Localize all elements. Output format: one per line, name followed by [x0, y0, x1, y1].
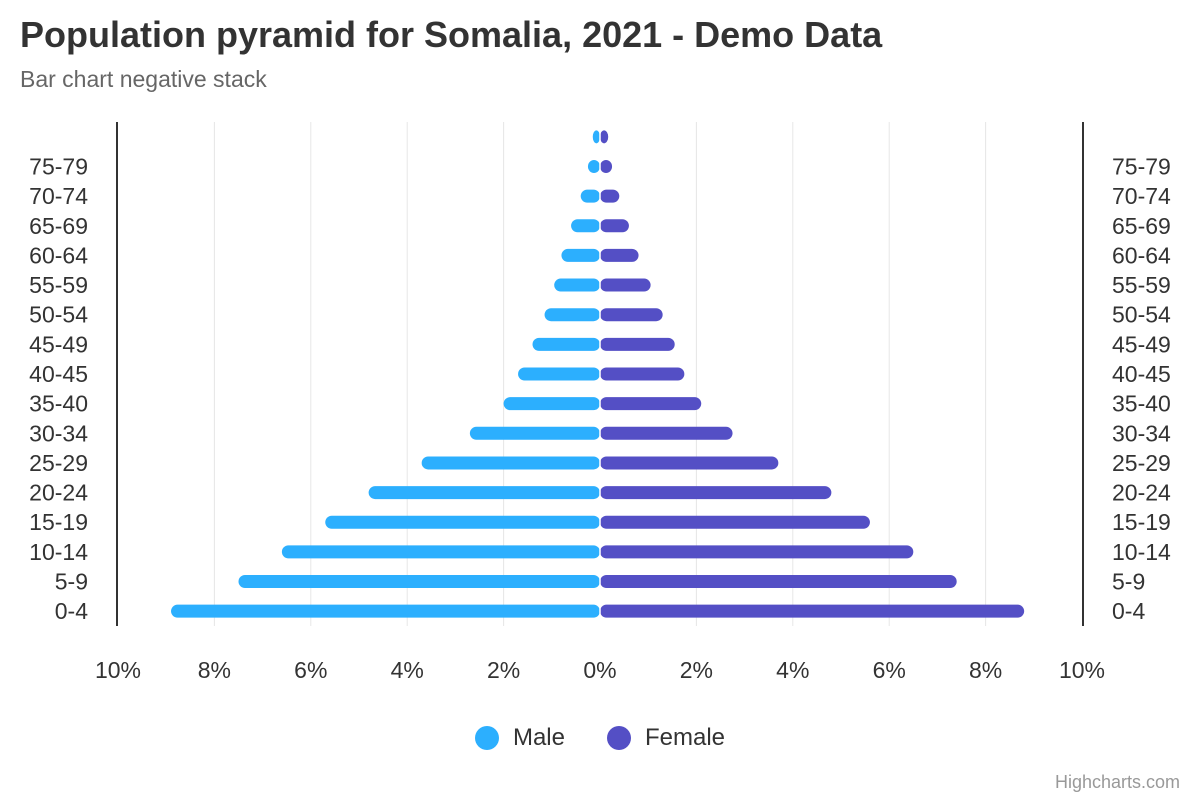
female-bar[interactable]	[600, 604, 1025, 618]
x-tick-label: 8%	[198, 657, 231, 683]
y-category-label-left: 30-34	[29, 420, 88, 446]
male-bar[interactable]	[421, 456, 600, 470]
y-category-label-left: 35-40	[29, 391, 88, 417]
y-category-label-right: 35-40	[1112, 391, 1171, 417]
female-bar[interactable]	[600, 308, 663, 322]
x-tick-label: 0%	[583, 657, 616, 683]
y-category-label-left: 45-49	[29, 331, 88, 357]
male-bar[interactable]	[469, 426, 600, 440]
x-tick-label: 10%	[95, 657, 141, 683]
y-category-label-right: 70-74	[1112, 183, 1171, 209]
y-category-label-right: 55-59	[1112, 272, 1171, 298]
y-category-label-left: 40-45	[29, 361, 88, 387]
female-bar[interactable]	[600, 367, 685, 381]
male-bar[interactable]	[368, 486, 600, 500]
y-category-label-right: 65-69	[1112, 213, 1171, 239]
y-category-label-right: 50-54	[1112, 302, 1171, 328]
x-tick-label: 4%	[776, 657, 809, 683]
legend-male-label: Male	[512, 724, 565, 751]
male-bar[interactable]	[571, 219, 600, 233]
male-bar[interactable]	[587, 159, 600, 173]
x-tick-label: 8%	[969, 657, 1002, 683]
legend-male-dot-icon	[474, 726, 499, 750]
y-category-label-right: 0-4	[1112, 598, 1145, 624]
female-bar[interactable]	[600, 486, 832, 500]
x-tick-label: 4%	[391, 657, 424, 683]
y-category-label-left: 60-64	[29, 242, 88, 268]
y-category-label-right: 20-24	[1112, 480, 1171, 506]
male-bar[interactable]	[281, 545, 600, 559]
male-bar[interactable]	[580, 189, 600, 203]
female-bar[interactable]	[600, 545, 914, 559]
female-bar[interactable]	[600, 397, 702, 411]
y-category-label-right: 60-64	[1112, 242, 1171, 268]
female-bar[interactable]	[600, 426, 733, 440]
male-bar[interactable]	[518, 367, 600, 381]
y-category-label-left: 55-59	[29, 272, 88, 298]
x-tick-label: 2%	[680, 657, 713, 683]
y-category-label-left: 15-19	[29, 509, 88, 535]
y-category-label-left: 75-79	[29, 153, 88, 179]
legend-item-male[interactable]: Male	[474, 724, 565, 752]
y-category-label-right: 10-14	[1112, 539, 1171, 565]
female-bar[interactable]	[600, 159, 613, 173]
male-bar[interactable]	[554, 278, 600, 292]
female-bar[interactable]	[600, 575, 957, 589]
y-category-label-right: 15-19	[1112, 509, 1171, 535]
y-category-label-left: 0-4	[55, 598, 88, 624]
y-category-label-right: 75-79	[1112, 153, 1171, 179]
y-category-label-left: 70-74	[29, 183, 88, 209]
y-category-label-right: 30-34	[1112, 420, 1171, 446]
male-bar[interactable]	[325, 515, 600, 529]
male-bar[interactable]	[544, 308, 600, 322]
y-category-label-left: 50-54	[29, 302, 88, 328]
x-tick-label: 6%	[873, 657, 906, 683]
y-category-label-left: 20-24	[29, 480, 88, 506]
female-bar[interactable]	[600, 515, 870, 529]
male-bar[interactable]	[238, 575, 601, 589]
y-category-label-right: 40-45	[1112, 361, 1171, 387]
x-tick-label: 6%	[294, 657, 327, 683]
chart-subtitle: Bar chart negative stack	[20, 66, 267, 92]
female-bar[interactable]	[600, 248, 639, 262]
credits-link[interactable]: Highcharts.com	[1054, 772, 1180, 792]
legend-female-dot-icon	[607, 726, 631, 750]
chart-title: Population pyramid for Somalia, 2021 - D…	[20, 14, 883, 55]
male-bar[interactable]	[561, 248, 600, 262]
y-category-label-right: 25-29	[1112, 450, 1171, 476]
y-category-label-left: 5-9	[55, 569, 88, 595]
male-bar[interactable]	[171, 604, 600, 618]
male-bar[interactable]	[532, 337, 600, 351]
male-bar[interactable]	[592, 130, 600, 144]
female-bar[interactable]	[600, 337, 675, 351]
y-category-label-left: 65-69	[29, 213, 88, 239]
y-category-label-right: 5-9	[1112, 569, 1145, 595]
female-bar[interactable]	[600, 189, 620, 203]
female-bar[interactable]	[600, 456, 779, 470]
legend-item-female[interactable]: Female	[607, 724, 725, 752]
legend-female-label: Female	[645, 724, 726, 751]
x-tick-label: 2%	[487, 657, 520, 683]
y-category-label-left: 10-14	[29, 539, 88, 565]
male-bar[interactable]	[503, 397, 600, 411]
y-category-label-right: 45-49	[1112, 331, 1171, 357]
female-bar[interactable]	[600, 130, 609, 144]
x-tick-label: 10%	[1059, 657, 1105, 683]
y-category-label-left: 25-29	[29, 450, 88, 476]
female-bar[interactable]	[600, 278, 651, 292]
female-bar[interactable]	[600, 219, 629, 233]
legend: Male Female	[0, 724, 1200, 752]
